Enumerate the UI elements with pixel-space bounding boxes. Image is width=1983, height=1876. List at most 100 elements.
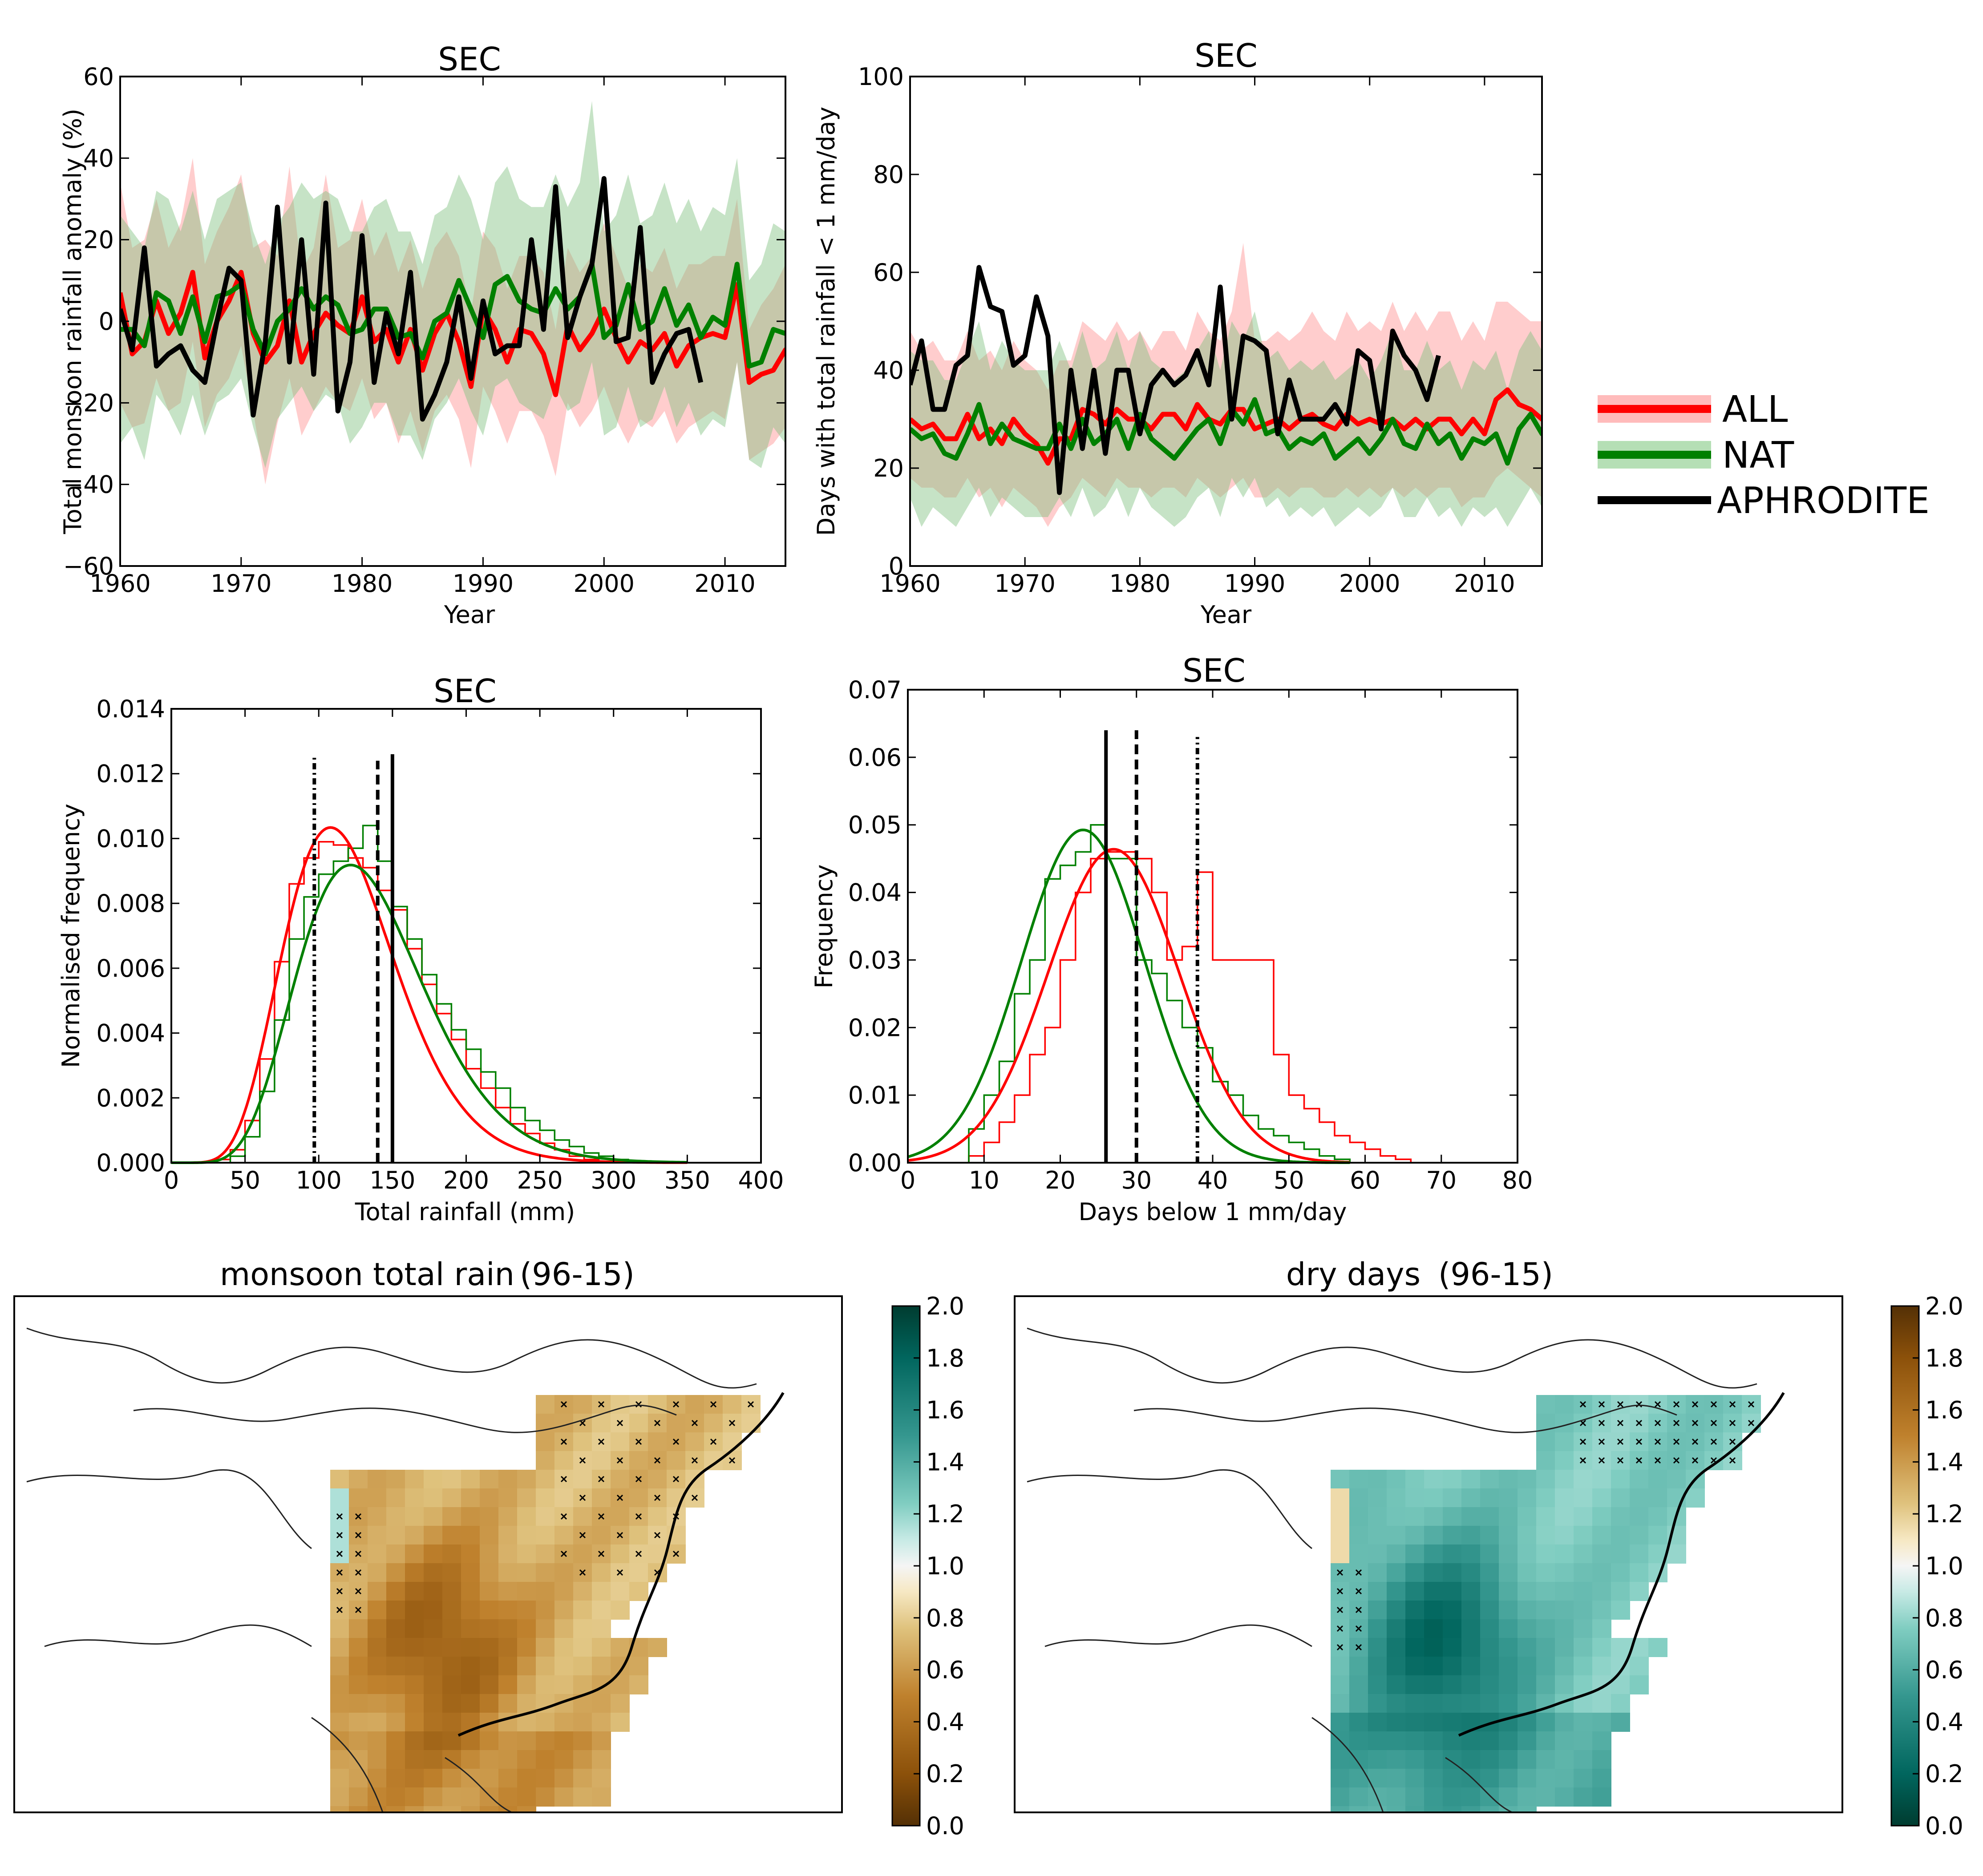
map-grid-cell — [536, 1395, 555, 1414]
map-grid-cell — [1405, 1769, 1425, 1788]
map-grid-cell — [405, 1675, 424, 1694]
map-grid-cell — [1630, 1470, 1649, 1489]
map-grid-cell — [480, 1750, 499, 1769]
coastline — [1458, 1392, 1785, 1737]
map-grid-cell — [1331, 1675, 1350, 1694]
map-grid-cell — [1368, 1488, 1387, 1508]
map-grid-cell — [1461, 1675, 1481, 1694]
significance-marker — [654, 1532, 661, 1539]
map-grid-cell — [1592, 1769, 1611, 1788]
map-grid-cell — [424, 1563, 443, 1582]
map-grid-cell — [1461, 1488, 1481, 1508]
map-grid-cell — [1574, 1582, 1593, 1601]
x-tick-label: 80 — [1502, 1166, 1533, 1194]
colorbar-tick-label: 1.8 — [1925, 1344, 1963, 1372]
y-tick-label: 0.00 — [848, 1149, 902, 1177]
map-grid-cell — [1480, 1806, 1499, 1812]
map-grid-cell — [517, 1526, 536, 1545]
map-grid-cell — [480, 1488, 499, 1508]
map-grid-cell — [1480, 1470, 1499, 1489]
map-grid-cell — [517, 1563, 536, 1582]
map-grid-cell — [1405, 1657, 1425, 1676]
map-grid-cell — [573, 1769, 592, 1788]
map1-borders — [26, 1327, 785, 1812]
map-grid-cell — [629, 1451, 648, 1470]
map-grid-cell — [592, 1488, 611, 1508]
map-grid-cell — [1331, 1544, 1350, 1564]
map-grid-cell — [1611, 1601, 1630, 1620]
map-grid-cell — [1461, 1657, 1481, 1676]
map-grid-cell — [1349, 1470, 1368, 1489]
map-grid-cell — [1611, 1488, 1630, 1508]
significance-marker — [598, 1401, 605, 1408]
x-tick-label: 2000 — [1339, 570, 1400, 598]
map-grid-cell — [1480, 1488, 1499, 1508]
map-grid-cell — [1424, 1825, 1443, 1844]
y-tick-label: 0.02 — [848, 1014, 902, 1042]
map-grid-cell — [1536, 1675, 1555, 1694]
y-tick-label: 0.004 — [96, 1019, 165, 1047]
panel1-x-ticks: 1960 1970 1980 1990 2000 2010 — [89, 77, 756, 598]
significance-marker — [672, 1401, 680, 1408]
map-grid-cell — [517, 1675, 536, 1694]
map-grid-cell — [536, 1582, 555, 1601]
significance-marker — [560, 1476, 567, 1483]
colorbar-tick-label: 1.8 — [926, 1344, 964, 1372]
map-grid-cell — [1555, 1395, 1574, 1414]
map-grid-cell — [1499, 1806, 1518, 1812]
map-grid-cell — [442, 1675, 461, 1694]
map-grid-cell — [480, 1582, 499, 1601]
y-tick-label: 100 — [858, 63, 904, 91]
panel1-title: SEC — [438, 40, 501, 78]
map-grid-cell — [330, 1713, 349, 1732]
y-tick-label: 0.010 — [96, 825, 165, 853]
map-grid-cell — [480, 1470, 499, 1489]
map-grid-cell — [405, 1825, 424, 1844]
map-grid-cell — [554, 1787, 574, 1807]
map-grid-cell — [1387, 1601, 1406, 1620]
map-grid-cell — [1424, 1750, 1443, 1769]
map-grid-cell — [1387, 1638, 1406, 1657]
map-grid-cell — [1611, 1563, 1630, 1582]
map-grid-cell — [1536, 1619, 1555, 1638]
map-grid-cell — [405, 1563, 424, 1582]
map-grid-cell — [1443, 1825, 1462, 1844]
map-grid-cell — [1592, 1488, 1611, 1508]
significance-marker — [560, 1438, 567, 1445]
map-grid-cell — [1667, 1470, 1686, 1489]
map-grid-cell — [368, 1619, 387, 1638]
map-grid-cell — [1349, 1526, 1368, 1545]
legend-nat-label: NAT — [1722, 434, 1794, 477]
map-grid-cell — [1574, 1544, 1593, 1564]
colorbar-tick-label: 0.6 — [1925, 1656, 1963, 1684]
map-grid-cell — [1536, 1638, 1555, 1657]
colorbar-tick-label: 1.6 — [1925, 1396, 1963, 1424]
map-grid-cell — [349, 1787, 368, 1807]
map-grid-cell — [498, 1638, 518, 1657]
x-tick-label: 50 — [230, 1166, 260, 1194]
map-grid-cell — [592, 1657, 611, 1676]
significance-marker — [1673, 1401, 1680, 1408]
map-grid-cell — [592, 1731, 611, 1751]
map-grid-cell — [1387, 1713, 1406, 1732]
map-grid-cell — [592, 1750, 611, 1769]
map-grid-cell — [592, 1414, 611, 1433]
map-grid-cell — [1611, 1582, 1630, 1601]
map-grid-cell — [1574, 1526, 1593, 1545]
map-grid-cell — [1555, 1713, 1574, 1732]
significance-marker — [355, 1513, 362, 1520]
map-grid-cell — [1499, 1563, 1518, 1582]
map-grid-cell — [1592, 1731, 1611, 1751]
map-grid-cell — [1592, 1787, 1611, 1807]
map-grid-cell — [517, 1750, 536, 1769]
map-grid-cell — [424, 1488, 443, 1508]
map-grid-cell — [424, 1544, 443, 1564]
map-grid-cell — [368, 1806, 387, 1812]
map-grid-cell — [330, 1675, 349, 1694]
map-grid-cell — [330, 1470, 349, 1489]
map-grid-cell — [517, 1470, 536, 1489]
map-grid-cell — [461, 1694, 480, 1713]
map-grid-cell — [536, 1470, 555, 1489]
map-grid-cell — [1461, 1582, 1481, 1601]
map-grid-cell — [480, 1544, 499, 1564]
